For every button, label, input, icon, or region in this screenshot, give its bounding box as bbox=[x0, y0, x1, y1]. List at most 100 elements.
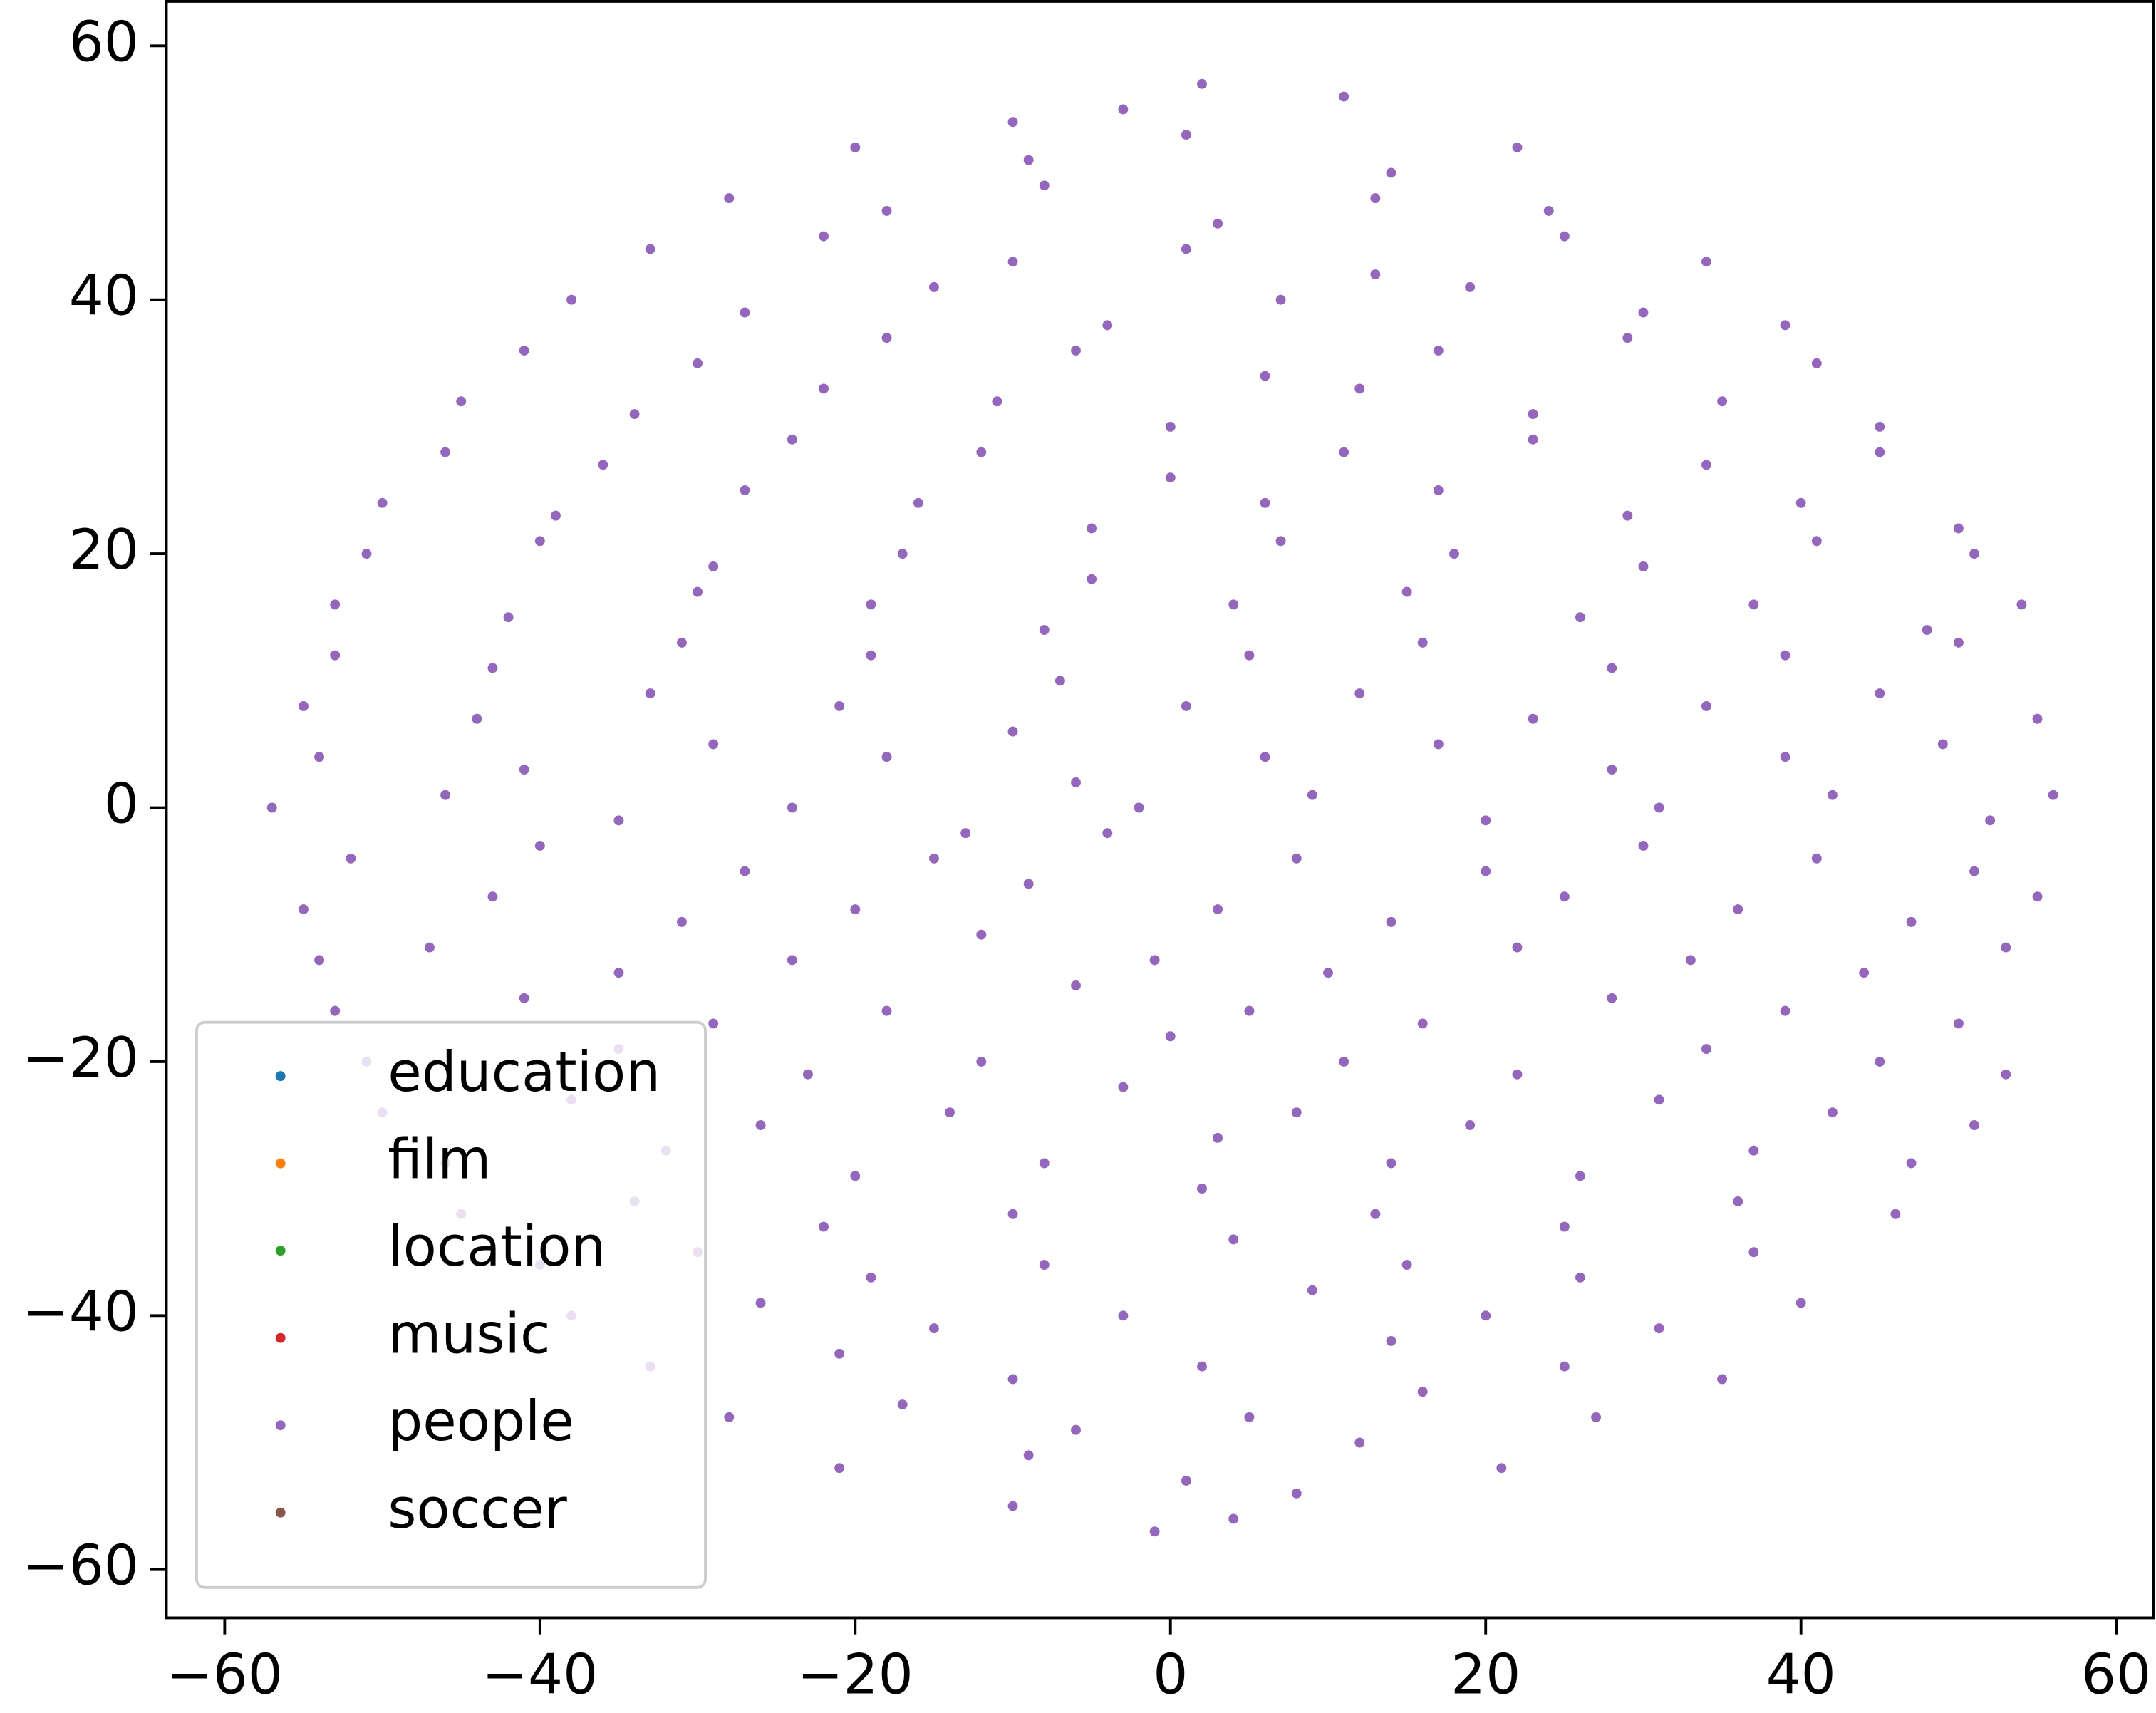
point bbox=[1386, 167, 1396, 178]
point bbox=[1953, 637, 1964, 648]
point bbox=[1102, 320, 1113, 331]
x-tick-label: 20 bbox=[1451, 1643, 1520, 1707]
point bbox=[787, 802, 797, 813]
point bbox=[802, 1069, 813, 1080]
point bbox=[1465, 1120, 1476, 1130]
point bbox=[1811, 358, 1822, 368]
point bbox=[1386, 1335, 1396, 1346]
point bbox=[1827, 1107, 1838, 1118]
point bbox=[1622, 510, 1633, 521]
point bbox=[1481, 815, 1491, 826]
point bbox=[519, 993, 529, 1003]
point bbox=[1197, 78, 1207, 89]
point bbox=[1307, 1285, 1317, 1295]
point bbox=[2001, 942, 2011, 953]
point bbox=[2032, 713, 2043, 724]
point bbox=[1811, 853, 1822, 864]
legend-label: soccer bbox=[388, 1477, 567, 1541]
point bbox=[1465, 281, 1476, 292]
point bbox=[1906, 916, 1917, 927]
y-tick-label: 60 bbox=[69, 10, 139, 74]
point bbox=[487, 663, 498, 673]
point bbox=[1827, 790, 1838, 800]
point bbox=[819, 231, 829, 242]
point bbox=[928, 853, 939, 864]
x-tick-label: −60 bbox=[167, 1643, 283, 1707]
point bbox=[1165, 472, 1176, 483]
point bbox=[897, 549, 908, 559]
point bbox=[299, 904, 309, 915]
point bbox=[1701, 460, 1711, 470]
point bbox=[377, 497, 388, 508]
y-tick-label: 20 bbox=[69, 518, 139, 582]
point bbox=[1575, 1171, 1585, 1181]
point bbox=[1401, 586, 1412, 597]
point bbox=[834, 1463, 845, 1474]
point bbox=[1654, 1323, 1664, 1334]
point bbox=[1054, 676, 1065, 686]
point bbox=[1780, 650, 1790, 661]
point bbox=[1748, 1145, 1759, 1156]
x-tick-label: 40 bbox=[1766, 1643, 1836, 1707]
point bbox=[1039, 625, 1050, 636]
point bbox=[440, 447, 451, 457]
point bbox=[1433, 485, 1444, 495]
legend-label: people bbox=[388, 1389, 574, 1454]
point bbox=[1433, 346, 1444, 356]
point bbox=[1007, 726, 1018, 737]
point bbox=[1559, 891, 1570, 902]
point bbox=[755, 1298, 766, 1308]
point bbox=[1339, 91, 1349, 102]
point bbox=[1481, 866, 1491, 876]
point bbox=[1417, 1018, 1428, 1029]
point bbox=[1291, 1488, 1302, 1499]
point bbox=[1181, 244, 1191, 254]
point bbox=[1638, 307, 1649, 318]
point bbox=[881, 1005, 892, 1016]
point bbox=[1087, 523, 1097, 534]
point bbox=[1260, 371, 1270, 381]
point bbox=[1543, 206, 1554, 216]
point bbox=[1023, 155, 1034, 165]
point bbox=[928, 1323, 939, 1334]
point bbox=[1071, 346, 1081, 356]
point bbox=[1875, 447, 1885, 457]
point bbox=[676, 637, 687, 648]
point bbox=[1275, 536, 1286, 547]
point bbox=[787, 434, 797, 445]
point bbox=[1449, 549, 1459, 559]
point bbox=[566, 294, 577, 305]
y-tick-label: 40 bbox=[69, 264, 139, 328]
point bbox=[1512, 142, 1523, 152]
point bbox=[1118, 104, 1129, 115]
point bbox=[676, 916, 687, 927]
point bbox=[960, 828, 971, 839]
point bbox=[1260, 752, 1270, 762]
point bbox=[1401, 1260, 1412, 1270]
point bbox=[1654, 1094, 1664, 1105]
point bbox=[1748, 1247, 1759, 1258]
point bbox=[2016, 599, 2027, 610]
point bbox=[534, 536, 545, 547]
point bbox=[1780, 752, 1790, 762]
point bbox=[945, 1107, 955, 1118]
legend-label: education bbox=[388, 1040, 660, 1104]
point bbox=[1496, 1463, 1507, 1474]
point bbox=[1323, 968, 1333, 978]
point bbox=[1118, 1082, 1129, 1092]
legend-marker bbox=[275, 1420, 286, 1431]
point bbox=[1291, 853, 1302, 864]
point bbox=[724, 193, 735, 204]
point bbox=[1953, 1018, 1964, 1029]
point bbox=[708, 561, 719, 571]
point bbox=[1370, 269, 1381, 280]
point bbox=[1213, 1132, 1223, 1143]
point bbox=[1007, 1374, 1018, 1385]
point bbox=[1181, 700, 1191, 711]
legend-marker bbox=[275, 1158, 286, 1169]
point bbox=[913, 497, 923, 508]
point bbox=[1213, 218, 1223, 229]
point bbox=[1149, 955, 1160, 966]
point bbox=[1701, 1044, 1711, 1055]
